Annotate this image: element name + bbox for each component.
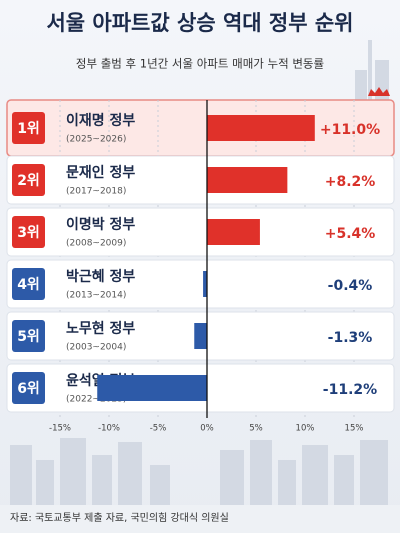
footer-band	[0, 505, 400, 533]
period-label: (2008~2009)	[66, 239, 126, 249]
source: 자료: 국토교통부 제출 자료, 국민의힘 강대식 의원실	[10, 512, 229, 524]
x-tick-label: -5%	[150, 424, 167, 434]
row-card	[6, 259, 395, 309]
category-label: 이명박 정부	[66, 216, 135, 233]
x-tick-label: 10%	[296, 424, 315, 434]
category-label: 이재명 정부	[66, 112, 135, 129]
rank-label: 1위	[17, 121, 40, 137]
x-tick-label: 5%	[249, 424, 263, 434]
rank-badge	[12, 216, 45, 248]
bar	[194, 323, 207, 349]
rank-badge	[12, 112, 45, 144]
rank-label: 4위	[17, 277, 40, 293]
x-tick-label: 0%	[200, 424, 214, 434]
category-label: 문재인 정부	[66, 164, 135, 181]
period-label: (2022~2023)	[66, 395, 126, 405]
value-label: -11.2%	[323, 382, 377, 398]
bar	[203, 271, 207, 297]
rank-badge	[12, 320, 45, 352]
x-tick-label: 15%	[345, 424, 364, 434]
rank-badge	[12, 164, 45, 196]
value-label: +8.2%	[325, 174, 376, 190]
period-label: (2003~2004)	[66, 343, 126, 353]
chart-subtitle: 정부 출범 후 1년간 서울 아파트 매매가 누적 변동률	[76, 57, 324, 71]
bar	[207, 167, 288, 193]
x-tick-label: -15%	[49, 424, 71, 434]
bar	[207, 115, 315, 141]
period-label: (2025~2026)	[66, 135, 126, 145]
value-label: +11.0%	[320, 122, 380, 138]
row-card	[6, 207, 395, 257]
rank-badge	[12, 372, 45, 404]
x-tick-label: -10%	[98, 424, 120, 434]
value-label: +5.4%	[325, 226, 376, 242]
skyline	[10, 40, 389, 505]
period-label: (2017~2018)	[66, 187, 126, 197]
rank-label: 2위	[17, 173, 40, 189]
bar	[207, 219, 260, 245]
chart-title: 서울 아파트값 상승 역대 정부 순위	[46, 11, 353, 35]
category-label: 노무현 정부	[66, 320, 135, 337]
value-label: -0.4%	[328, 278, 373, 294]
bar	[97, 375, 207, 401]
row-card	[6, 155, 395, 205]
rank-label: 5위	[17, 329, 40, 345]
crown-icon	[368, 87, 390, 96]
rank-badge	[12, 268, 45, 300]
category-label: 박근혜 정부	[66, 268, 135, 285]
value-label: -1.3%	[328, 330, 373, 346]
rank-label: 6위	[17, 381, 40, 397]
period-label: (2013~2014)	[66, 291, 126, 301]
rank-label: 3위	[17, 225, 40, 241]
